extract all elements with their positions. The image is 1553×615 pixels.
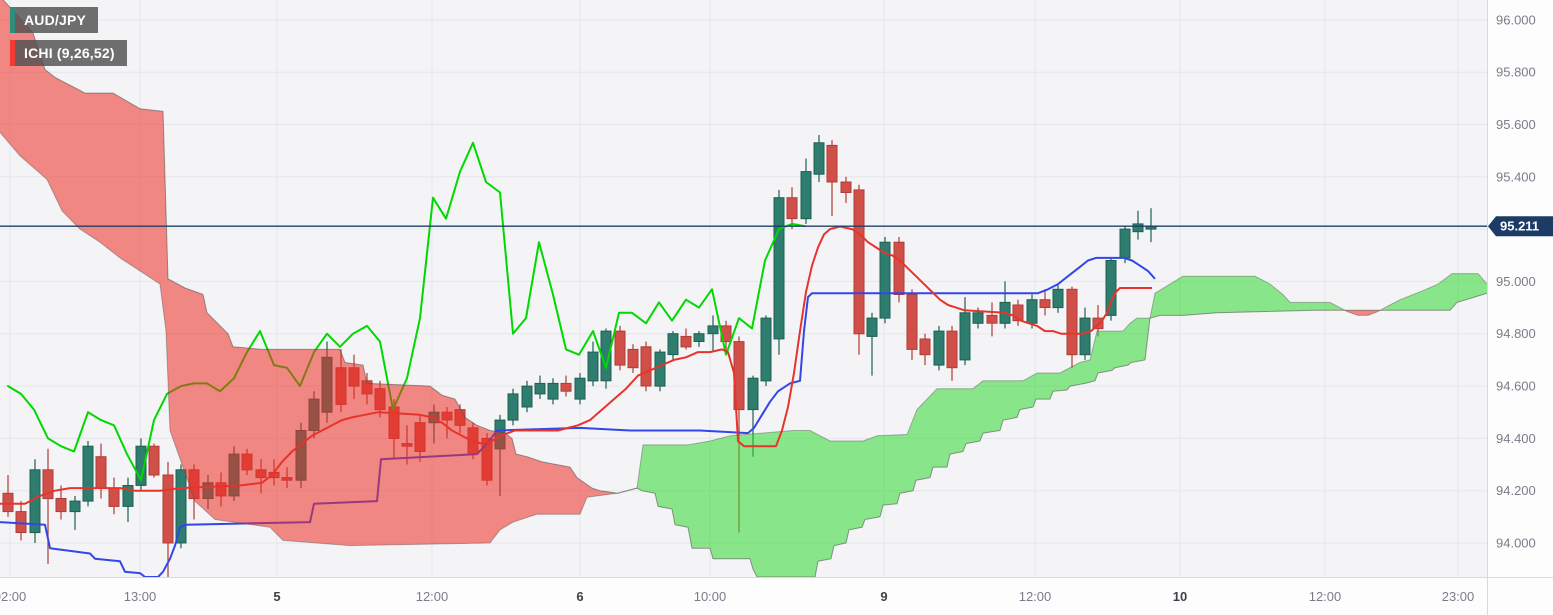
indicator-badge-label: ICHI (9,26,52) <box>24 45 115 61</box>
time-tick-label: 5 <box>273 589 280 604</box>
time-tick-label: 9 <box>880 589 887 604</box>
price-tick-label: 95.600 <box>1496 117 1536 132</box>
candle-up <box>866 312 878 376</box>
time-tick-label: 23:00 <box>1442 589 1475 604</box>
price-tick-label: 96.000 <box>1496 12 1536 27</box>
candle-down <box>162 461 174 580</box>
symbol-badge[interactable]: AUD/JPY <box>10 7 99 33</box>
time-tick-label: 02:00 <box>0 589 26 604</box>
candle-up <box>135 438 147 491</box>
price-tick-label: 95.800 <box>1496 65 1536 80</box>
candle-up <box>879 237 891 324</box>
price-axis[interactable]: 96.00095.80095.60095.40095.20095.00094.8… <box>1487 0 1553 615</box>
time-tick-label: 6 <box>576 589 583 604</box>
candle-up <box>693 331 705 347</box>
cloud-bullish-area <box>617 276 1345 577</box>
candle-up <box>534 375 546 400</box>
candle-up <box>773 189 785 355</box>
time-axis[interactable]: 02:00 13:00 5 12:00 6 10:00 9 12:00 10 12:00 23:00 <box>0 577 1553 615</box>
symbol-badge-label: AUD/JPY <box>24 12 87 28</box>
candle-down <box>893 237 905 303</box>
candle-up <box>175 464 187 549</box>
indicator-badge[interactable]: ICHI (9,26,52) <box>10 40 127 66</box>
kijun-sen-line <box>0 256 1156 578</box>
candle-up <box>813 135 825 182</box>
cloud-bearish-area <box>0 0 618 546</box>
time-tick-label: 12:00 <box>416 589 449 604</box>
candle-up <box>800 158 812 224</box>
candle-down <box>853 184 865 355</box>
candle-up <box>547 378 559 405</box>
time-tick-label: 13:00 <box>124 589 157 604</box>
price-tick-label: 95.400 <box>1496 169 1536 184</box>
time-tick-label: 10 <box>1173 589 1187 604</box>
price-tick-label: 94.400 <box>1496 431 1536 446</box>
candle-down <box>55 485 67 520</box>
candle-up <box>507 388 519 426</box>
candle-down <box>640 341 652 392</box>
price-tick-label: 94.200 <box>1496 483 1536 498</box>
ichimoku-cloud <box>0 0 1488 578</box>
candle-down <box>906 289 918 360</box>
price-tick-label: 94.000 <box>1496 536 1536 551</box>
candle-down <box>614 325 626 371</box>
time-tick-label: 12:00 <box>1309 589 1342 604</box>
candle-up <box>122 477 134 523</box>
candle-down <box>680 328 692 350</box>
candle-up <box>521 380 533 413</box>
candle-down <box>986 302 998 337</box>
tenkan-sen-line <box>0 225 1152 505</box>
current-price-value: 95.211 <box>1500 219 1539 234</box>
candle-up <box>1132 210 1144 240</box>
chikou-span-line <box>7 141 806 482</box>
candle-up <box>1105 257 1117 321</box>
candle-up <box>760 315 772 387</box>
time-tick-label: 10:00 <box>694 589 727 604</box>
candle-up <box>82 441 94 507</box>
candle-down <box>148 443 160 478</box>
candle-down <box>919 333 931 366</box>
candle-down <box>1066 286 1078 368</box>
candle-up <box>959 297 971 366</box>
time-tick-label: 12:00 <box>1019 589 1052 604</box>
price-tick-label: 95.000 <box>1496 274 1536 289</box>
candle-down <box>560 375 572 397</box>
candle-down <box>1039 289 1051 316</box>
price-tick-label: 94.800 <box>1496 326 1536 341</box>
candle-down <box>786 187 798 230</box>
candle-up <box>69 495 81 530</box>
candle-down <box>1012 299 1024 326</box>
cloud-bearish-area <box>1344 310 1381 316</box>
candle-down <box>42 448 54 564</box>
price-tick-label: 94.600 <box>1496 379 1536 394</box>
candle-up <box>707 315 719 353</box>
candle-up <box>933 325 945 371</box>
candle-up <box>574 373 586 405</box>
candle-down <box>840 176 852 203</box>
candle-up <box>1052 284 1064 313</box>
candle-up <box>667 331 679 360</box>
candle-down <box>627 344 639 373</box>
current-price-badge: 95.211 <box>1488 216 1553 237</box>
candle-up <box>587 341 599 387</box>
candle-down <box>2 475 14 517</box>
candle-down <box>946 325 958 381</box>
candle-up <box>1026 294 1038 329</box>
candle-down <box>826 140 838 216</box>
candle-up <box>654 349 666 392</box>
